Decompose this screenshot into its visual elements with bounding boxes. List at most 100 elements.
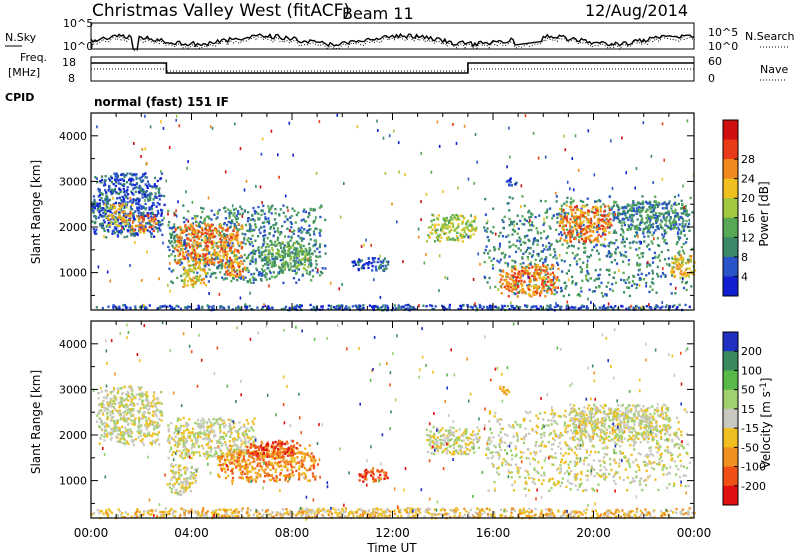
scatter-cell (558, 224, 561, 227)
scatter-cell (170, 234, 173, 238)
scatter-cell (187, 264, 191, 267)
scatter-cell (651, 204, 654, 207)
scatter-cell (125, 408, 128, 412)
scatter-cell (129, 230, 133, 234)
scatter-cell (580, 290, 583, 293)
scatter-cell (307, 259, 310, 262)
scatter-cell (461, 220, 464, 223)
scatter-cell (146, 161, 148, 165)
scatter-cell (525, 219, 529, 223)
scatter-cell (148, 221, 151, 225)
scatter-cell (247, 255, 250, 259)
scatter-cell (217, 245, 220, 248)
scatter-cell (179, 252, 182, 256)
scatter-cell (356, 307, 359, 310)
scatter-cell (147, 198, 150, 201)
scatter-cell (182, 251, 185, 254)
scatter-cell (115, 220, 118, 223)
scatter-cell (604, 229, 607, 233)
freq-unit-label: [MHz] (8, 66, 40, 79)
scatter-cell (222, 249, 225, 252)
scatter-cell (224, 217, 227, 220)
scatter-cell (314, 227, 317, 230)
scatter-cell (282, 262, 285, 265)
scatter-cell (607, 250, 610, 253)
scatter-cell (602, 232, 604, 236)
scatter-cell (303, 260, 306, 263)
scatter-cell (610, 253, 613, 256)
scatter-cell (423, 261, 426, 265)
scatter-cell (152, 229, 155, 232)
scatter-cell (374, 305, 377, 308)
scatter-cell (195, 243, 198, 246)
scatter-cell (649, 201, 652, 204)
scatter-region (505, 177, 518, 187)
scatter-cell (582, 229, 585, 232)
scatter-cell (550, 283, 553, 287)
scatter-cell (215, 217, 218, 220)
scatter-cell (176, 262, 179, 265)
scatter-cell (658, 254, 661, 257)
scatter-cell (481, 307, 484, 311)
scatter-cell (505, 235, 508, 238)
scatter-cell (126, 197, 129, 200)
scatter-cell (143, 214, 146, 217)
scatter-cell (659, 223, 662, 226)
scatter-cell (195, 224, 198, 227)
scatter-cell (163, 203, 166, 207)
scatter-cell (102, 215, 105, 218)
scatter-cell (351, 260, 354, 264)
scatter-cell (575, 260, 578, 263)
scatter-cell (123, 175, 126, 179)
scatter-cell (202, 207, 205, 210)
scatter-cell (667, 212, 671, 216)
scatter-cell (432, 218, 436, 222)
scatter-cell (648, 272, 651, 275)
scatter-cell (583, 251, 586, 254)
scatter-cell (255, 267, 257, 271)
scatter-cell (381, 261, 385, 264)
scatter-cell (134, 190, 137, 194)
scatter-cell (244, 276, 247, 279)
scatter-cell (530, 295, 533, 298)
scatter-cell (523, 204, 526, 208)
scatter-cell (510, 222, 513, 225)
scatter-cell (479, 262, 481, 266)
scatter-cell (169, 289, 171, 293)
scatter-cell (490, 259, 493, 262)
scatter-cell (158, 194, 161, 198)
scatter-cell (230, 220, 233, 223)
scatter-cell (135, 393, 138, 396)
scatter-cell (455, 227, 458, 230)
scatter-cell (215, 244, 218, 248)
scatter-cell (223, 250, 227, 253)
scatter-cell (241, 212, 244, 215)
scatter-cell (270, 240, 273, 244)
scatter-cell (404, 173, 406, 177)
scatter-cell (238, 268, 241, 271)
scatter-cell (679, 254, 683, 257)
scatter-cell (611, 241, 614, 245)
scatter-cell (251, 213, 254, 217)
scatter-cell (676, 264, 679, 268)
scatter-cell (684, 207, 687, 210)
scatter-cell (129, 385, 132, 388)
scatter-cell (224, 170, 227, 174)
scatter-cell (93, 198, 96, 202)
scatter-cell (511, 284, 514, 287)
scatter-cell (226, 235, 229, 238)
scatter-cell (503, 278, 506, 282)
scatter-cell (112, 416, 115, 419)
scatter-cell (99, 426, 102, 429)
scatter-cell (684, 281, 687, 285)
scatter-cell (91, 205, 94, 208)
scatter-cell (292, 153, 294, 157)
scatter-cell (299, 243, 302, 246)
scatter-cell (446, 219, 449, 222)
scatter-cell (143, 194, 147, 197)
scatter-cell (150, 215, 153, 218)
scatter-cell (192, 231, 195, 234)
scatter-cell (509, 155, 511, 159)
scatter-cell (673, 211, 676, 214)
scatter-cell (231, 261, 234, 264)
